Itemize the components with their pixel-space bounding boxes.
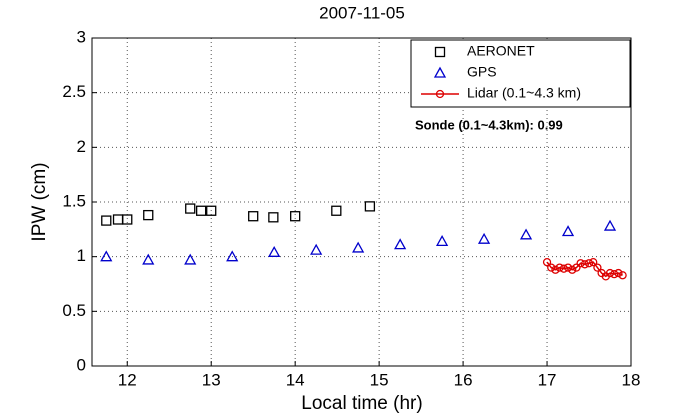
x-tick-label: 16	[454, 370, 473, 389]
annotation: Sonde (0.1~4.3km): 0.99	[415, 117, 563, 132]
y-tick-label: 1.5	[62, 191, 86, 210]
y-tick-label: 0.5	[62, 301, 86, 320]
legend-marker	[435, 89, 445, 99]
marker-triangle	[352, 241, 365, 253]
marker-square	[364, 201, 376, 212]
y-tick-label: 3	[77, 27, 86, 46]
y-tick-label: 1	[77, 246, 86, 265]
marker-circle	[593, 263, 602, 272]
marker-circle	[610, 270, 619, 279]
marker-circle	[563, 263, 573, 272]
marker-square	[143, 209, 154, 221]
marker-circle	[542, 257, 552, 267]
marker-circle	[614, 268, 623, 278]
marker-triangle	[561, 225, 575, 237]
marker-square	[185, 203, 196, 214]
marker-triangle	[394, 238, 407, 250]
marker-square	[290, 211, 301, 222]
x-tick-label: 13	[202, 370, 221, 389]
marker-circle	[618, 271, 627, 280]
marker-circle	[589, 257, 598, 267]
marker-triangle	[519, 228, 533, 240]
marker-circle	[551, 265, 560, 274]
marker-circle	[547, 263, 556, 272]
marker-square	[331, 205, 342, 216]
marker-square	[206, 205, 217, 216]
marker-triangle	[435, 235, 449, 247]
plot-frame	[91, 37, 632, 367]
marker-circle	[572, 263, 581, 272]
legend-label: Lidar (0.1~4.3 km)	[467, 85, 581, 101]
legend-label: AERONET	[467, 43, 535, 59]
x-tick-label: 12	[118, 370, 137, 389]
y-tick-label: 2	[77, 137, 86, 156]
marker-square	[101, 215, 112, 226]
x-tick-label: 18	[622, 370, 641, 389]
marker-square	[122, 214, 133, 225]
marker-circle	[580, 260, 589, 269]
legend-label: GPS	[467, 64, 497, 80]
y-axis-label: IPW (cm)	[29, 162, 50, 241]
marker-circle	[605, 268, 615, 278]
legend-marker	[434, 46, 446, 58]
chart-title: 2007-11-05	[319, 3, 405, 22]
marker-triangle	[100, 250, 113, 262]
marker-triangle	[226, 250, 239, 262]
marker-circle	[559, 264, 568, 273]
marker-triangle	[477, 232, 491, 244]
y-tick-label: 0	[77, 355, 86, 374]
marker-square	[268, 212, 279, 223]
marker-triangle	[184, 253, 197, 265]
marker-triangle	[603, 219, 617, 231]
marker-circle	[584, 259, 594, 268]
marker-triangle	[310, 243, 323, 255]
marker-triangle	[268, 245, 281, 257]
series-line	[546, 261, 623, 278]
marker-triangle	[142, 253, 155, 265]
marker-circle	[568, 265, 577, 274]
x-tick-label: 15	[370, 370, 389, 389]
x-tick-label: 14	[286, 370, 305, 389]
marker-square	[195, 205, 207, 216]
y-tick-label: 2.5	[62, 82, 86, 101]
legend-marker	[433, 66, 447, 78]
x-tick-label: 17	[538, 370, 557, 389]
marker-square	[248, 211, 259, 222]
legend-box	[410, 39, 631, 108]
marker-circle	[576, 259, 585, 268]
x-axis-label: Local time (hr)	[301, 393, 422, 414]
marker-circle	[555, 263, 564, 272]
